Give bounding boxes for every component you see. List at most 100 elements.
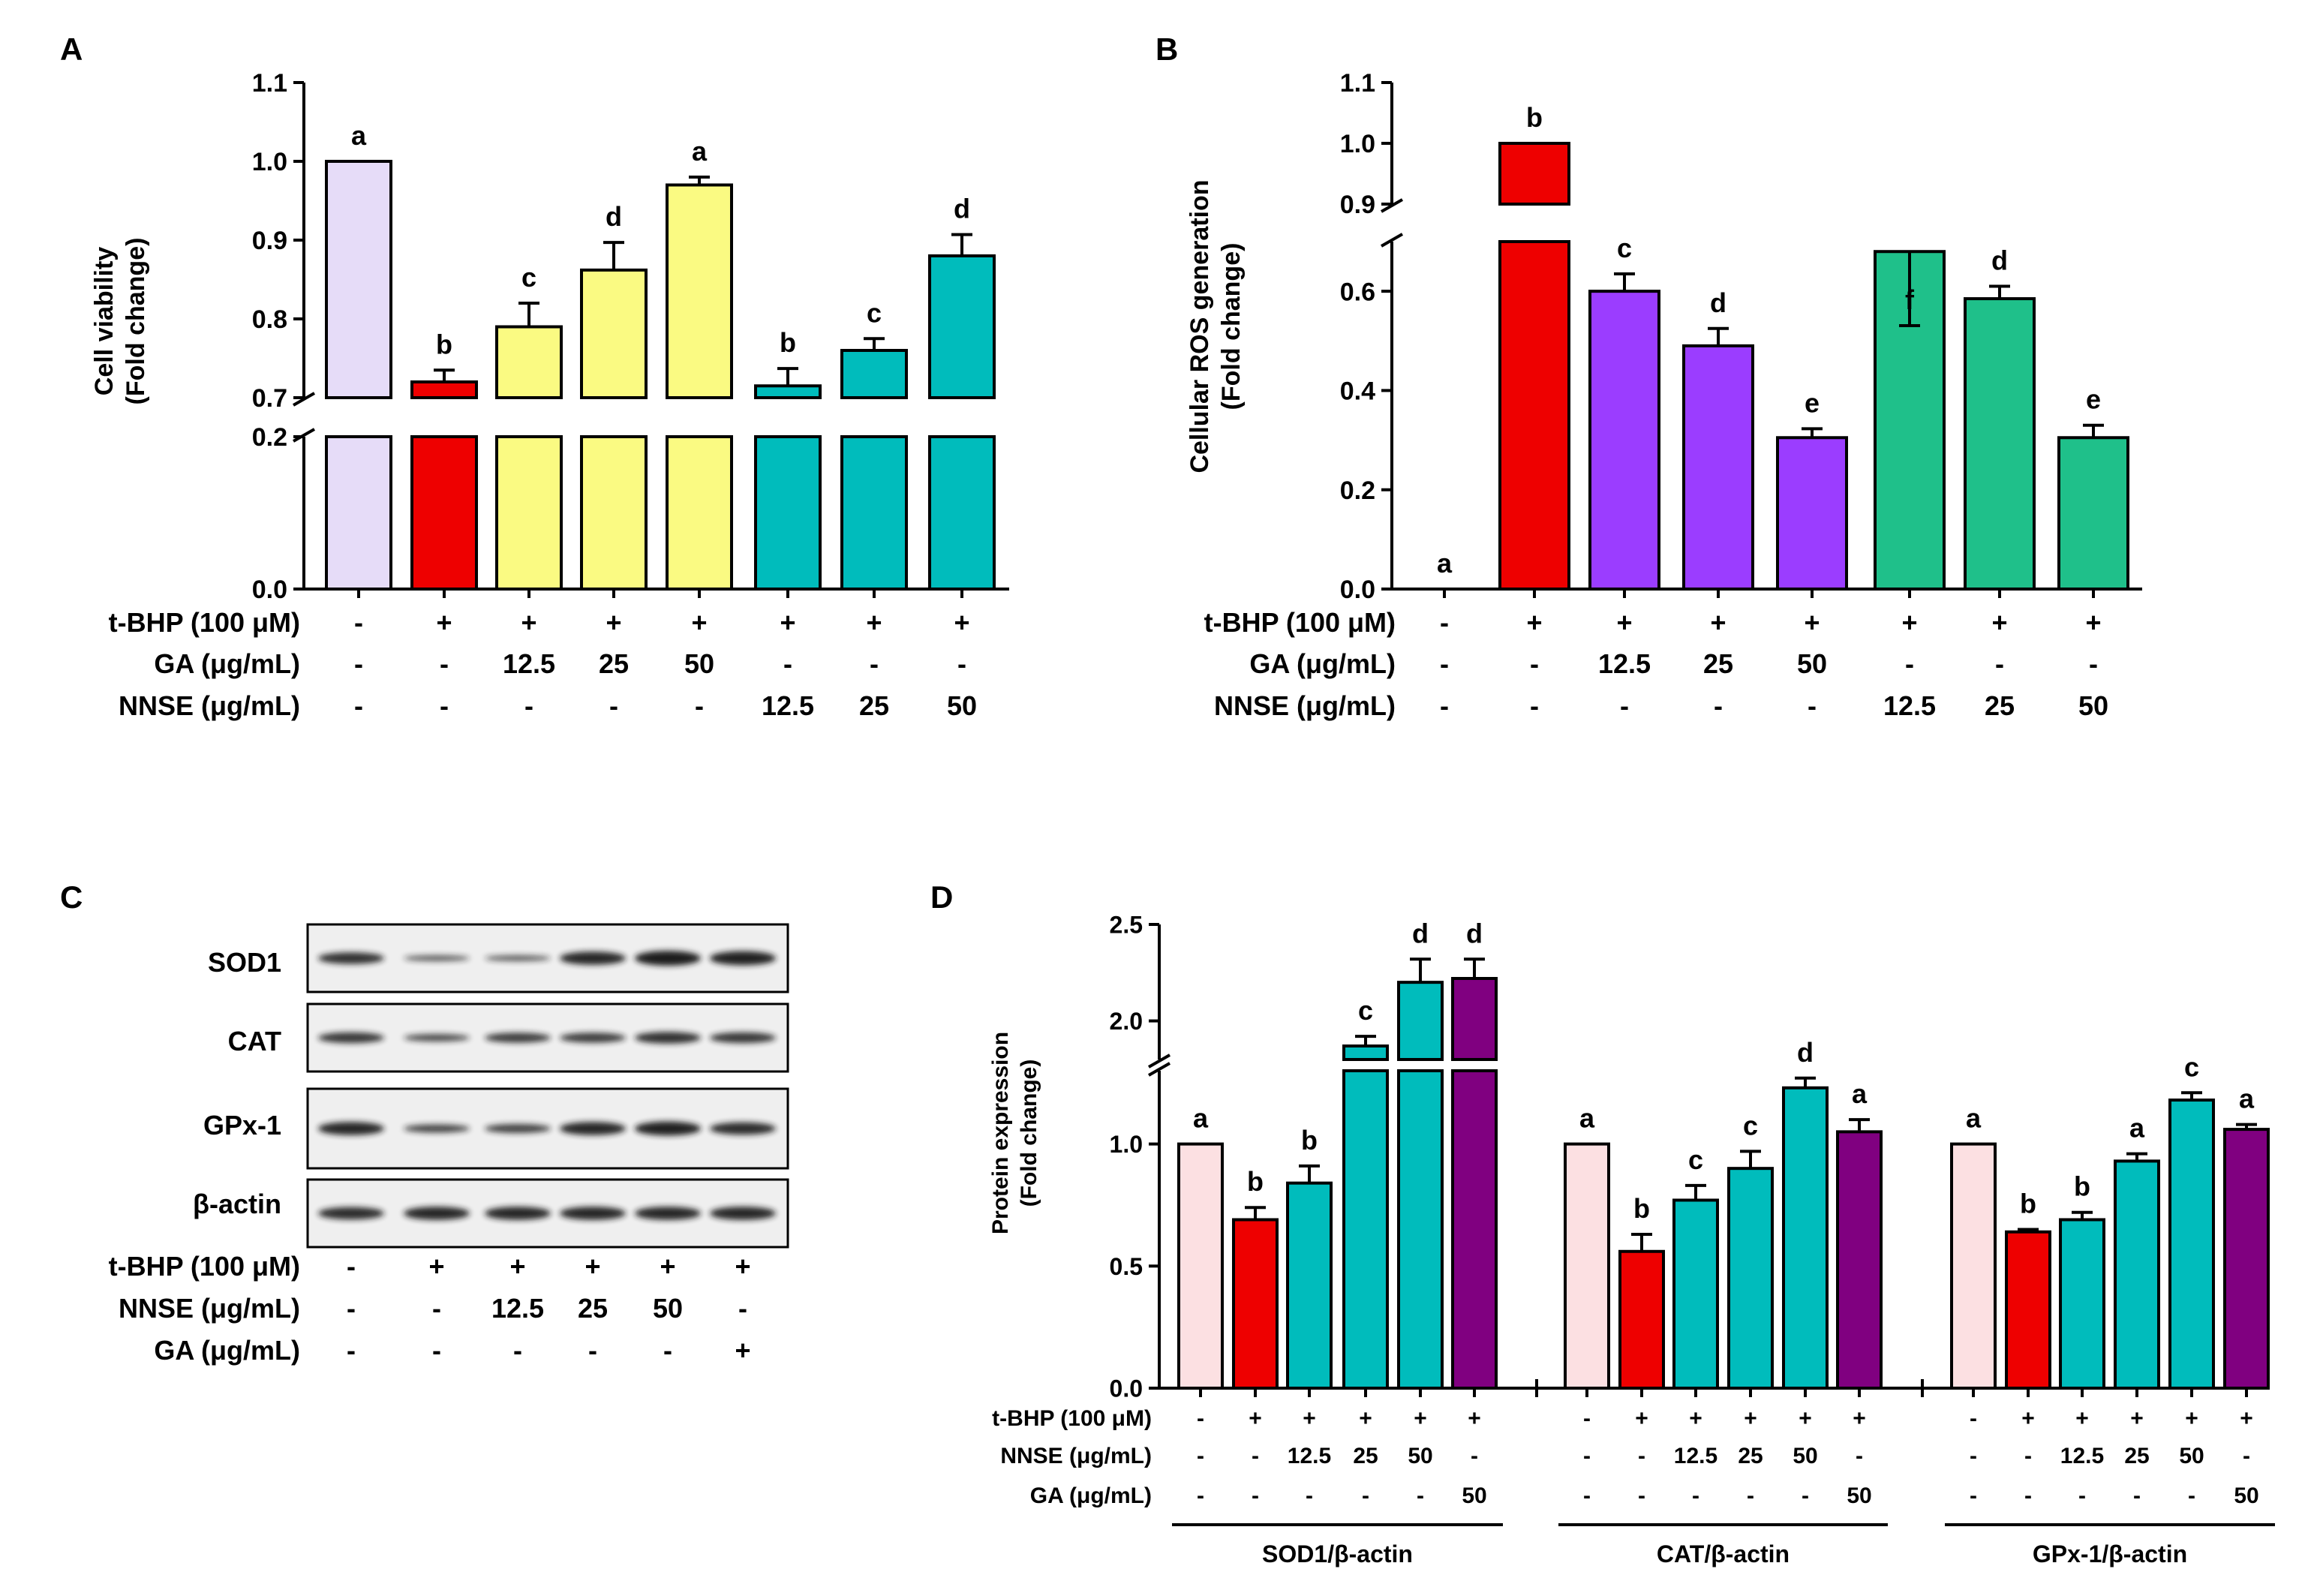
panel-d-2-bar [1727,1167,1774,1390]
panel-a-treatment-value: + [866,607,882,638]
panel-c-treatment-value: + [735,1335,750,1366]
panel-a-bar-lower [840,435,908,591]
blot-band [318,952,384,964]
panel-b-treatment-value: 12.5 [1598,648,1651,679]
panel-a-treatment-value: 12.5 [503,648,555,679]
panel-a-bar-upper [666,183,733,399]
panel-a-treatment-value: 25 [859,690,889,721]
panel-d-1-sig-letter: d [1412,918,1429,948]
panel-b-chart: Cellular ROS generation (Fold change) 0.… [1186,69,2142,721]
panel-c-treatment-value: - [347,1293,356,1324]
panel-b-y-tick-label: 0.4 [1340,377,1375,406]
panel-d-2-sig-letter: c [1688,1144,1703,1175]
panel-c-treatment-value: + [585,1251,600,1282]
panel-a-sig-letter: a [351,120,367,151]
panel-b-sig-letter: a [1437,548,1453,579]
panel-d-1-treatment-value: - [1197,1483,1204,1508]
panel-a-bar-lower [928,435,996,591]
panel-d-2-treatment-value: - [1638,1444,1645,1468]
panel-b-treatment-label: NNSE (μg/mL) [1214,690,1396,721]
panel-c-treatment-value: + [660,1251,675,1282]
panel-d-y-tick-label: 1.0 [1110,1131,1143,1158]
panel-d-1-sig-letter: b [1301,1125,1318,1156]
panel-c-treatment-value: + [428,1251,444,1282]
panel-d-2-treatment-value: - [1802,1483,1809,1508]
panel-c-treatment-value: 25 [578,1293,608,1324]
panel-c-treatment-value: - [513,1335,522,1366]
blot-band [710,951,776,966]
panel-a-y-tick-label: 0.0 [252,576,287,604]
panel-c-treatment-value: - [663,1335,672,1366]
panel-d-3-treatment-value: - [2024,1444,2032,1468]
blot-band [485,1032,551,1043]
panel-b-sig-letter: d [1991,245,2008,276]
panel-b-treatment-value: 12.5 [1883,690,1936,721]
blot-row-label: SOD1 [208,947,281,978]
panel-b-sig-letter: e [1805,387,1820,418]
panel-a-bar-lower [580,435,648,591]
panel-a-treatment-label: NNSE (μg/mL) [119,690,300,721]
panel-c-treatment-label: GA (μg/mL) [154,1335,300,1366]
panel-a-treatment-value: - [957,648,966,679]
blot-band [635,1032,701,1044]
panel-d-3-sig-letter: a [1966,1103,1982,1134]
panel-b-treatment-value: - [1620,690,1629,721]
panel-d-2-treatment-value: 50 [1847,1483,1871,1508]
panel-b-sig-letter: f [1905,284,1915,315]
panel-b-sig-letter: d [1710,287,1726,318]
panel-a-bar-upper [580,268,648,399]
panel-d-3-treatment-value: - [2024,1483,2032,1508]
panel-d-1-treatment-value: + [1414,1406,1427,1431]
panel-b-y-tick-label: 0.0 [1340,576,1375,604]
panel-d-3-treatment-value: + [2130,1406,2144,1431]
panel-a-treatment-value: 25 [599,648,629,679]
blot-row-label: CAT [228,1026,281,1056]
panel-a-bar-upper [410,380,478,399]
panel-a-treatment-value: + [436,607,452,638]
panel-a-treatment-value: + [606,607,621,638]
panel-a-ylabel-line2: (Fold change) [122,238,150,405]
panel-a-bar-upper [928,254,996,399]
panel-b-treatment-value: 50 [2078,690,2108,721]
panel-a-y-tick-label: 1.1 [252,69,287,98]
panel-d-y-tick-label: 0.5 [1110,1253,1143,1280]
blot-band [635,1207,701,1220]
panel-c-treatment-label: NNSE (μg/mL) [119,1293,300,1324]
panel-a-y-tick-label: 1.0 [252,148,287,176]
panel-d-2-treatment-value: - [1583,1483,1591,1508]
panel-d-group-label: GPx-1/β-actin [2033,1540,2187,1567]
panel-b-bar [1588,290,1660,591]
panel-d-3-bar [2114,1159,2160,1390]
blot-band [560,1032,626,1043]
panel-d-3-sig-letter: a [2239,1084,2255,1114]
panel-d-1-bar-lower [1342,1069,1389,1390]
panel-d-2-treatment-value: - [1583,1406,1591,1431]
panel-d-2-treatment-value: - [1747,1483,1754,1508]
blot-band [404,955,470,961]
panel-d-chart: Protein expression (Fold change) 0.0 0.5 1… [988,912,2275,1567]
panel-d-1-treatment-value: + [1359,1406,1372,1431]
panel-d-1-treatment-value: + [1249,1406,1262,1431]
panel-a-sig-letter: d [606,201,622,232]
panel-d-y-tick-label: 2.5 [1110,912,1143,939]
panel-a-treatment-label: t-BHP (100 μM) [109,607,300,638]
panel-c-treatment-value: + [735,1251,750,1282]
panel-a-y-tick-label: 0.2 [252,423,287,452]
blot-row-label: β-actin [193,1189,281,1219]
panel-d-3-treatment-value: - [1970,1444,1977,1468]
panel-a-axis-break-mark [293,428,315,443]
panel-b-label: B [1155,32,1178,67]
panel-d-1-treatment-value: - [1362,1483,1369,1508]
panel-b-bar [1964,297,2036,591]
panel-a-treatment-value: + [780,607,795,638]
panel-d-2-bar [1618,1249,1665,1390]
panel-c-treatment-label: t-BHP (100 μM) [109,1251,300,1282]
panel-b-sig-letter: c [1617,233,1632,263]
panel-d-3-treatment-value: - [2078,1483,2086,1508]
panel-b-treatment-value: + [2085,607,2101,638]
panel-a-sig-letter: d [954,194,970,224]
panel-c-treatment-value: 12.5 [491,1293,544,1324]
panel-d-3-sig-letter: a [2129,1113,2145,1144]
panel-b-bar [1682,344,1754,591]
panel-b-treatment-value: 25 [1703,648,1733,679]
